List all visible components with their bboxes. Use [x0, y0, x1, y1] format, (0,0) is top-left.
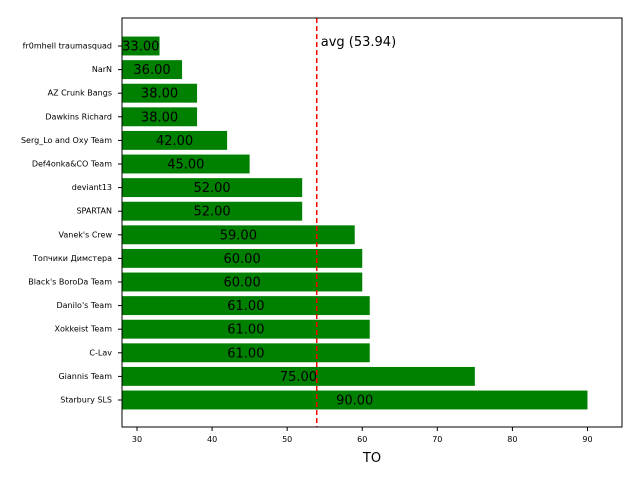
- category-label-2: AZ Crunk Bangs: [48, 89, 112, 98]
- value-label-8: 59.00: [220, 228, 257, 243]
- category-label-1: NarN: [92, 65, 112, 74]
- bar-10: [122, 272, 363, 292]
- bar-13: [122, 343, 370, 363]
- bar-9: [122, 248, 363, 268]
- bar-14: [122, 366, 475, 386]
- value-label-4: 42.00: [156, 134, 193, 149]
- category-label-3: Dawkins Richard: [45, 112, 112, 121]
- value-label-2: 38.00: [141, 87, 178, 102]
- bar-4: [122, 130, 228, 150]
- category-label-12: Xokkeist Team: [55, 325, 113, 334]
- bar-2: [122, 83, 198, 103]
- x-ticks-group: 30 40 50 60 70 80 90: [132, 427, 593, 444]
- value-label-11: 61.00: [227, 299, 264, 314]
- value-label-0: 33.00: [122, 40, 159, 55]
- x-tick-label-0: 30: [132, 435, 142, 444]
- value-label-15: 90.00: [336, 394, 373, 409]
- value-label-7: 52.00: [193, 205, 230, 220]
- category-label-7: SPARTAN: [76, 207, 112, 216]
- category-labels-group: fr0mhell traumasquad NarN AZ Crunk Bangs Da…: [21, 42, 122, 405]
- value-label-1: 36.00: [133, 63, 170, 78]
- bar-11: [122, 296, 370, 316]
- bar-1: [122, 60, 183, 80]
- bar-0: [122, 36, 160, 56]
- category-label-0: fr0mhell traumasquad: [23, 42, 112, 51]
- x-tick-label-2: 50: [282, 435, 292, 444]
- value-label-13: 61.00: [227, 346, 264, 361]
- value-label-14: 75.00: [280, 370, 317, 385]
- value-label-3: 38.00: [141, 110, 178, 125]
- bar-6: [122, 178, 303, 198]
- plot-frame: [121, 17, 623, 428]
- bar-15: [122, 390, 588, 410]
- average-group: avg (53.94): [315, 18, 396, 427]
- bar-12: [122, 319, 370, 339]
- value-label-9: 60.00: [224, 252, 261, 267]
- value-label-10: 60.00: [224, 276, 261, 291]
- category-label-13: C-Lav: [89, 348, 112, 357]
- value-label-12: 61.00: [227, 323, 264, 338]
- x-tick-label-6: 90: [582, 435, 592, 444]
- x-tick-label-5: 80: [507, 435, 517, 444]
- bars-group: [122, 36, 588, 410]
- x-tick-label-1: 40: [207, 435, 217, 444]
- bar-3: [122, 107, 198, 127]
- bar-8: [122, 225, 355, 245]
- category-label-11: Danilo's Team: [56, 301, 112, 310]
- category-label-4: Serg_Lo and Oxy Team: [21, 136, 112, 145]
- category-label-9: Топчики Димстера: [32, 254, 112, 263]
- average-label: avg (53.94): [321, 35, 396, 50]
- category-label-6: deviant13: [72, 183, 112, 192]
- x-tick-label-4: 70: [432, 435, 442, 444]
- category-label-8: Vanek's Crew: [59, 230, 113, 239]
- bar-7: [122, 201, 303, 221]
- value-labels-group: 33.00 36.00 38.00 38.00 42.00 45.00 52.00 52.00…: [122, 40, 373, 409]
- category-label-10: Black's BoroDa Team: [28, 278, 112, 287]
- category-label-15: Starbury SLS: [60, 396, 112, 405]
- x-tick-label-3: 60: [357, 435, 367, 444]
- x-axis-label: TO: [362, 451, 381, 466]
- value-label-5: 45.00: [167, 158, 204, 173]
- bar-5: [122, 154, 250, 174]
- category-label-5: Def4onka&CO Team: [32, 160, 112, 169]
- category-label-14: Giannis Team: [58, 372, 112, 381]
- value-label-6: 52.00: [193, 181, 230, 196]
